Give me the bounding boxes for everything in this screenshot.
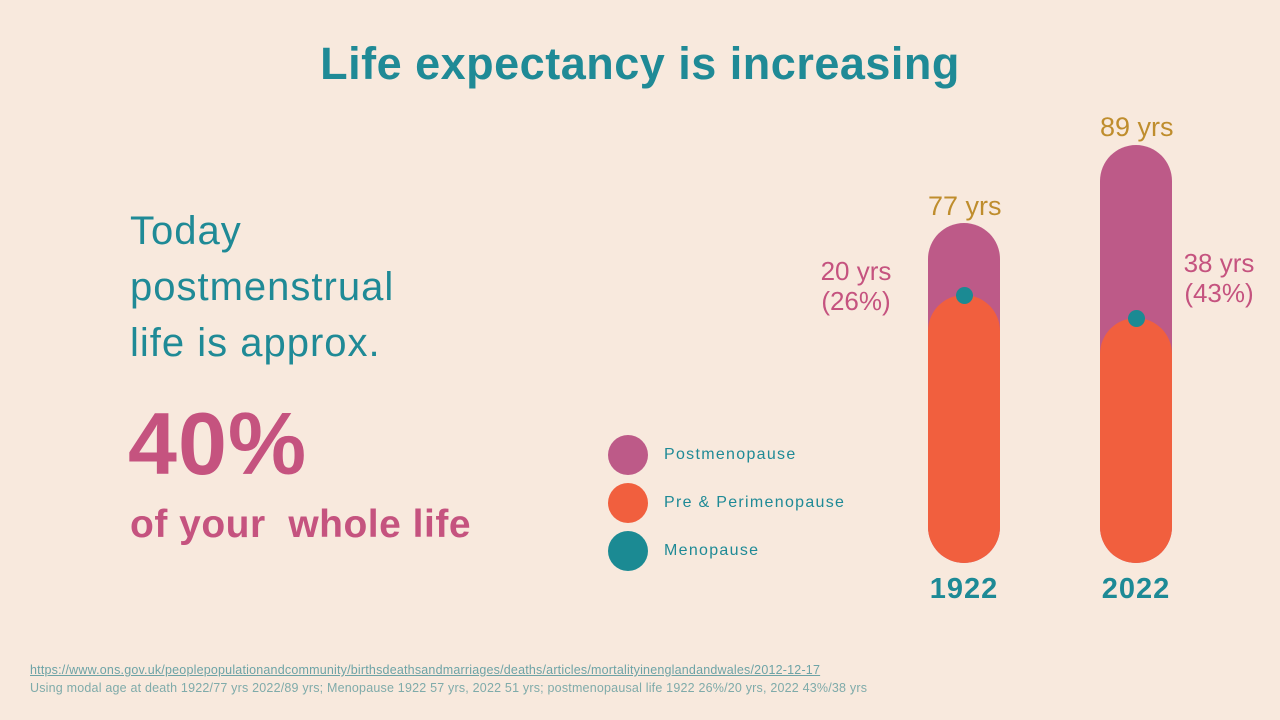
bar-1922-menopause-dot [956, 287, 973, 304]
intro-text: Today postmenstrual life is approx. [130, 203, 394, 371]
legend: Postmenopause Pre & Perimenopause Menopa… [608, 435, 845, 579]
bar-1922-year-label: 1922 [929, 573, 999, 605]
premenopause-swatch-icon [608, 483, 648, 523]
postmenopause-swatch-icon [608, 435, 648, 475]
annotation-line: 20 yrs [820, 256, 892, 286]
annotation-line: 38 yrs [1183, 248, 1255, 278]
footer: https://www.ons.gov.uk/peoplepopulationa… [30, 663, 867, 695]
menopause-swatch-icon [608, 531, 648, 571]
bar-1922-annotation: 20 yrs (26%) [806, 256, 906, 316]
legend-label: Menopause [664, 542, 760, 559]
legend-item-menopause: Menopause [608, 531, 845, 571]
bar-1922-total-label: 77 yrs [928, 191, 1002, 221]
legend-label: Postmenopause [664, 446, 797, 463]
source-link[interactable]: https://www.ons.gov.uk/peoplepopulationa… [30, 663, 821, 677]
annotation-line: (43%) [1184, 278, 1254, 308]
intro-line-1: Today [130, 209, 242, 253]
page-title: Life expectancy is increasing [320, 38, 960, 89]
stat-value: 40% [128, 394, 308, 493]
bar-1922-premenopause-segment [928, 295, 1000, 563]
bar-2022-premenopause-segment [1100, 318, 1172, 563]
bar-2022-menopause-dot [1128, 310, 1145, 327]
legend-item-postmenopause: Postmenopause [608, 435, 845, 475]
stat-caption: of your whole life [130, 503, 472, 546]
legend-item-premenopause: Pre & Perimenopause [608, 483, 845, 523]
source-note: Using modal age at death 1922/77 yrs 202… [30, 681, 868, 695]
intro-line-2: postmenstrual [130, 265, 395, 309]
annotation-line: (26%) [821, 286, 891, 316]
legend-label: Pre & Perimenopause [664, 494, 846, 511]
intro-line-3: life is approx. [130, 321, 381, 365]
bar-2022-year-label: 2022 [1101, 573, 1171, 605]
bar-2022-total-label: 89 yrs [1100, 112, 1174, 142]
bar-2022-annotation: 38 yrs (43%) [1178, 248, 1260, 308]
